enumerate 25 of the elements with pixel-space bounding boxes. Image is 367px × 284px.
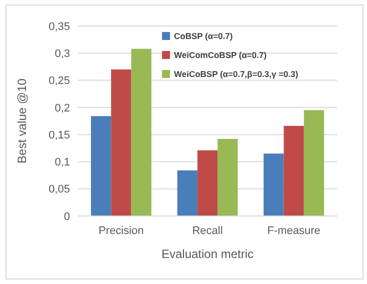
- legend-label: WeiComCoBSP (α=0.7): [174, 50, 267, 60]
- bar: [304, 110, 324, 216]
- y-tick-label: 0: [64, 210, 70, 223]
- bar: [90, 116, 112, 216]
- y-tick-label: 0,3: [54, 48, 70, 60]
- y-tick-label: 0,1: [54, 156, 70, 169]
- x-axis-title: Evaluation metric: [161, 247, 254, 261]
- bar: [284, 126, 304, 216]
- y-axis-title: Best value @10: [15, 78, 29, 164]
- y-tick-label: 0,2: [54, 102, 70, 114]
- x-tick-label: Recall: [192, 225, 223, 237]
- x-tick-label: F-measure: [267, 225, 320, 237]
- bar: [131, 48, 152, 216]
- bar: [264, 154, 284, 216]
- bar: [197, 150, 218, 216]
- x-tick-label: Precision: [98, 225, 144, 237]
- y-tick-label: 0,15: [48, 129, 70, 142]
- legend-label: CoBSP (α=0.7): [174, 30, 233, 41]
- bar: [177, 170, 198, 216]
- y-tick-label: 0,05: [48, 184, 70, 196]
- y-tick-label: 0,35: [48, 20, 70, 33]
- bar: [111, 69, 132, 216]
- bar: [218, 138, 238, 216]
- legend-label: WeiCoBSP (α=0.7,β=0.3,γ =0.3): [174, 68, 298, 79]
- y-tick-label: 0,25: [48, 75, 70, 88]
